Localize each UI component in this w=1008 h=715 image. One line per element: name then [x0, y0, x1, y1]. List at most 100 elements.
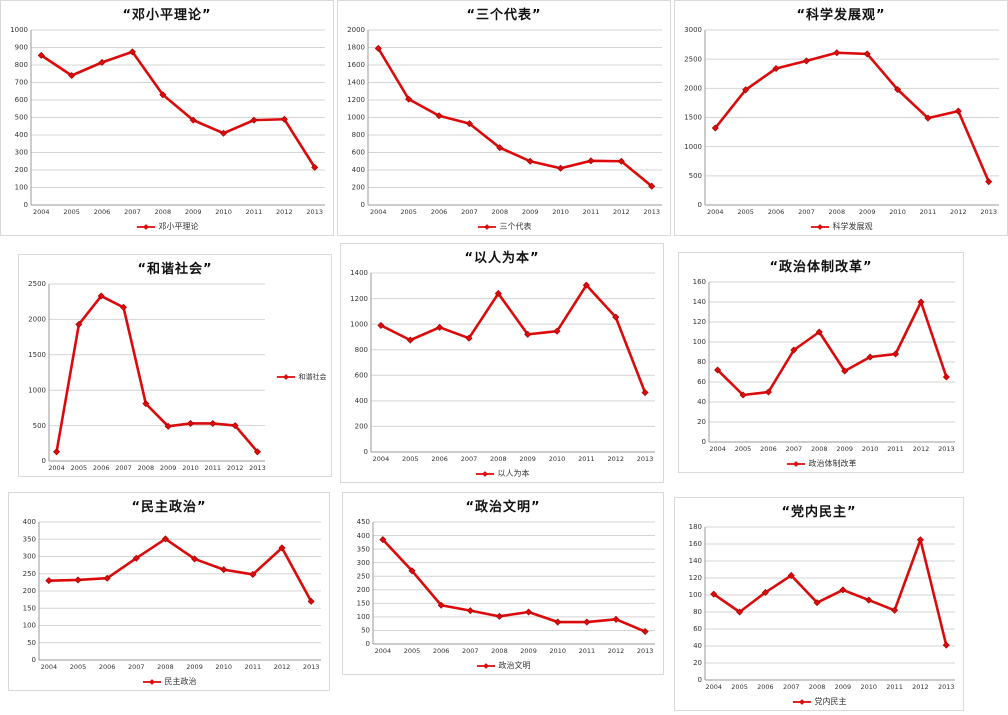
svg-text:2006: 2006	[99, 663, 116, 671]
svg-text:400: 400	[355, 397, 368, 405]
chart-title: “三个代表”	[466, 8, 542, 23]
svg-text:1200: 1200	[347, 96, 365, 104]
svg-text:700: 700	[15, 79, 28, 87]
svg-text:0: 0	[698, 676, 702, 684]
svg-text:2000: 2000	[347, 26, 365, 34]
svg-text:2000: 2000	[28, 316, 46, 324]
svg-text:150: 150	[357, 600, 370, 608]
svg-text:2007: 2007	[798, 208, 815, 216]
svg-text:2005: 2005	[404, 647, 421, 655]
svg-text:900: 900	[15, 44, 28, 52]
svg-text:0: 0	[364, 448, 368, 456]
chart-title: “以人为本”	[464, 251, 540, 266]
legend-label: 政治文明	[498, 661, 531, 670]
svg-text:400: 400	[23, 518, 36, 526]
svg-text:1200: 1200	[350, 295, 368, 303]
legend-line-icon	[475, 470, 494, 477]
svg-text:2004: 2004	[48, 464, 65, 472]
svg-text:200: 200	[355, 423, 368, 431]
svg-text:2007: 2007	[783, 683, 800, 691]
svg-text:80: 80	[693, 608, 702, 616]
chart-panel-three-represents: “三个代表” 0 200 400 600 800 1000 1200 1400 1600 1800…	[337, 0, 671, 236]
svg-text:2004: 2004	[33, 208, 50, 216]
svg-text:2004: 2004	[709, 445, 726, 453]
line-chart: 0 200 400 600 800 1000 1200 1400 1600 1800 2000 200…	[347, 26, 662, 216]
legend-line-icon	[477, 223, 496, 230]
svg-text:2013: 2013	[980, 208, 997, 216]
svg-text:350: 350	[23, 535, 36, 543]
svg-text:0: 0	[32, 656, 36, 664]
svg-text:0: 0	[42, 457, 46, 465]
svg-text:2006: 2006	[768, 208, 785, 216]
svg-text:160: 160	[689, 540, 702, 548]
svg-text:2005: 2005	[70, 663, 87, 671]
svg-text:2005: 2005	[71, 464, 88, 472]
svg-text:2007: 2007	[786, 445, 803, 453]
svg-text:2007: 2007	[128, 663, 145, 671]
chart-legend: 和谐社会	[273, 277, 331, 476]
svg-text:2009: 2009	[520, 647, 537, 655]
svg-text:2008: 2008	[811, 445, 828, 453]
svg-text:100: 100	[23, 622, 36, 630]
svg-text:1000: 1000	[28, 386, 46, 394]
svg-text:2008: 2008	[491, 647, 508, 655]
svg-text:120: 120	[689, 574, 702, 582]
svg-text:50: 50	[361, 627, 370, 635]
svg-text:2009: 2009	[859, 208, 876, 216]
svg-text:800: 800	[352, 131, 365, 139]
svg-text:2005: 2005	[63, 208, 80, 216]
svg-text:0: 0	[24, 201, 28, 209]
svg-text:2004: 2004	[41, 663, 58, 671]
svg-text:2013: 2013	[643, 208, 660, 216]
svg-text:180: 180	[689, 523, 702, 531]
svg-text:1000: 1000	[684, 143, 702, 151]
svg-text:80: 80	[697, 358, 706, 366]
svg-text:2500: 2500	[28, 280, 46, 288]
chart-legend: 政治文明	[343, 659, 663, 674]
svg-text:1000: 1000	[347, 114, 365, 122]
svg-text:2005: 2005	[735, 445, 752, 453]
svg-text:1800: 1800	[347, 44, 365, 52]
svg-text:2009: 2009	[519, 455, 536, 463]
svg-text:2008: 2008	[829, 208, 846, 216]
svg-text:2008: 2008	[157, 663, 174, 671]
svg-text:600: 600	[355, 371, 368, 379]
svg-text:40: 40	[697, 398, 706, 406]
legend-label: 邓小平理论	[158, 222, 199, 231]
svg-text:300: 300	[15, 149, 28, 157]
svg-text:600: 600	[352, 149, 365, 157]
chart-panel-political-system-reform: “政治体制改革” 0 20 40 60 80 100 120 140 160 2004 2005 20…	[678, 252, 964, 473]
svg-text:100: 100	[15, 184, 28, 192]
svg-text:2011: 2011	[579, 647, 596, 655]
svg-text:1600: 1600	[347, 61, 365, 69]
svg-text:2009: 2009	[185, 208, 202, 216]
svg-text:350: 350	[357, 545, 370, 553]
svg-text:2005: 2005	[400, 208, 417, 216]
svg-text:2012: 2012	[912, 683, 929, 691]
svg-text:2009: 2009	[186, 663, 203, 671]
svg-text:2009: 2009	[522, 208, 539, 216]
svg-text:450: 450	[357, 518, 370, 526]
svg-text:2012: 2012	[227, 464, 244, 472]
svg-text:300: 300	[23, 553, 36, 561]
svg-text:120: 120	[693, 318, 706, 326]
svg-text:2011: 2011	[886, 683, 903, 691]
svg-text:2007: 2007	[462, 647, 479, 655]
svg-text:2010: 2010	[862, 445, 879, 453]
svg-text:250: 250	[357, 572, 370, 580]
line-chart: 0 200 400 600 800 1000 1200 1400 2004 2005 2006 200…	[350, 269, 655, 463]
svg-text:2010: 2010	[215, 663, 232, 671]
legend-line-icon	[810, 223, 829, 230]
svg-text:1400: 1400	[350, 269, 368, 277]
chart-title: “和谐社会”	[137, 262, 213, 277]
svg-text:2006: 2006	[93, 464, 110, 472]
svg-text:2004: 2004	[707, 208, 724, 216]
svg-text:200: 200	[23, 587, 36, 595]
svg-text:2004: 2004	[375, 647, 392, 655]
svg-text:160: 160	[693, 278, 706, 286]
svg-text:2011: 2011	[245, 663, 262, 671]
svg-text:20: 20	[693, 659, 702, 667]
svg-text:2010: 2010	[860, 683, 877, 691]
svg-text:50: 50	[27, 639, 36, 647]
